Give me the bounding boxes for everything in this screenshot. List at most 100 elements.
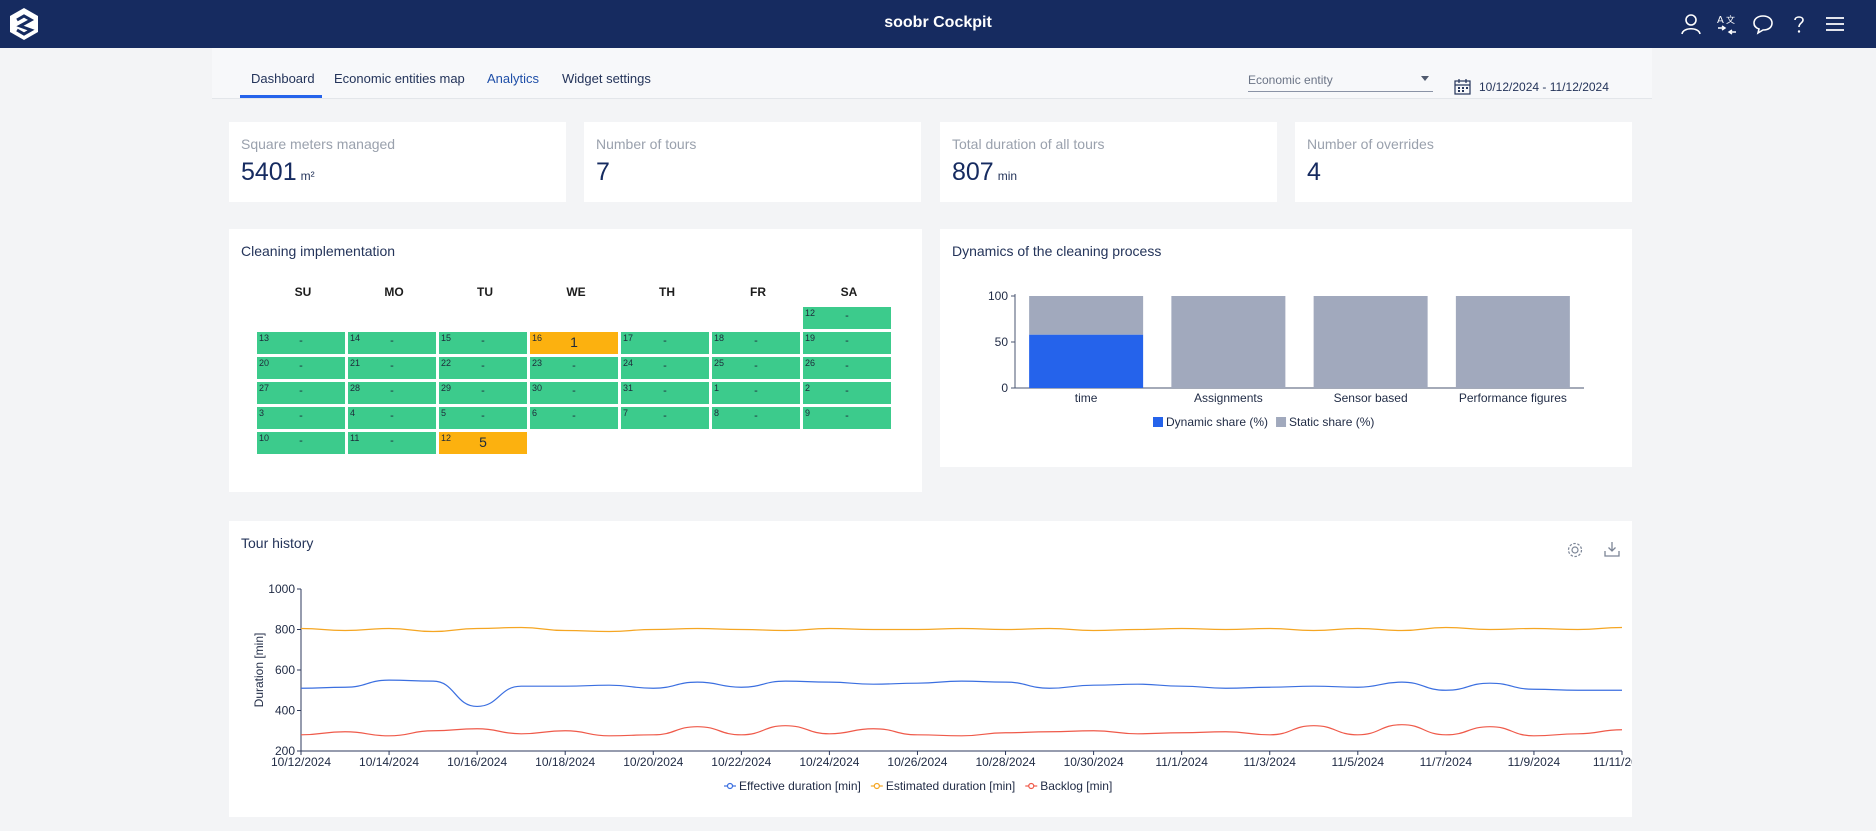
soobr-logo-icon[interactable] <box>6 6 42 42</box>
tour-history-line-chart: 200 400 600 800 1000 Duration [min] 10/12/2024… <box>252 582 1632 793</box>
kpi-value: 7 <box>596 158 610 187</box>
calendar-day-value: - <box>299 335 303 347</box>
calendar-day-number: 12 <box>805 308 816 318</box>
calendar-day-value: - <box>299 360 303 372</box>
x-tick-label: 10/18/2024 <box>535 755 595 769</box>
calendar-day-cell[interactable]: 11 - <box>348 432 436 454</box>
calendar-day-cell[interactable]: 18 - <box>712 332 800 354</box>
settings-gear-icon[interactable] <box>1566 541 1584 559</box>
menu-icon[interactable] <box>1823 12 1847 36</box>
calendar-day-cell[interactable]: 10 - <box>257 432 345 454</box>
y-tick-label: 1000 <box>268 582 295 596</box>
calendar-day-number: 7 <box>623 408 629 418</box>
tab-economic-entities-map[interactable]: Economic entities map <box>334 71 465 86</box>
calendar-day-cell[interactable]: 30 - <box>530 382 618 404</box>
legend-marker <box>1028 782 1035 790</box>
calendar-day-cell[interactable]: 17 - <box>621 332 709 354</box>
dynamics-title: Dynamics of the cleaning process <box>952 243 1162 259</box>
calendar-day-cell[interactable]: 3- <box>257 407 345 429</box>
calendar-day-number: 1 <box>714 383 720 393</box>
calendar-day-cell[interactable]: 14 - <box>348 332 436 354</box>
help-icon[interactable] <box>1787 12 1811 36</box>
calendar-day-value: - <box>572 360 576 372</box>
weekday-header: TH <box>659 285 675 299</box>
x-tick-label: time <box>1075 391 1098 405</box>
calendar-day-number: 22 <box>441 358 452 368</box>
user-icon[interactable] <box>1679 12 1703 36</box>
calendar-day-cell[interactable]: 13 - <box>257 332 345 354</box>
calendar-day-cell[interactable]: 2- <box>803 382 891 404</box>
kpi-card-number-of-tours: Number of tours 7 <box>584 122 921 202</box>
dynamics-card: Dynamics of the cleaning process 0 50 100 t… <box>940 229 1632 467</box>
chevron-down-icon <box>1421 76 1429 81</box>
legend-swatch <box>1153 417 1163 427</box>
calendar-day-number: 23 <box>532 358 543 368</box>
calendar-day-value: - <box>754 360 758 372</box>
tab-dashboard[interactable]: Dashboard <box>251 71 315 86</box>
x-tick-label: 10/14/2024 <box>359 755 419 769</box>
calendar-day-number: 28 <box>350 383 361 393</box>
calendar-day-cell[interactable]: 20 - <box>257 357 345 379</box>
calendar-day-cell[interactable]: 23 - <box>530 357 618 379</box>
kpi-number: 4 <box>1307 158 1321 186</box>
weekday-header: TU <box>477 285 493 299</box>
x-tick-label: 10/26/2024 <box>887 755 947 769</box>
calendar-day-number: 20 <box>259 358 270 368</box>
calendar-day-cell[interactable]: 27 - <box>257 382 345 404</box>
svg-text:A: A <box>1717 15 1724 26</box>
calendar-day-value: - <box>754 335 758 347</box>
kpi-title: Number of tours <box>596 136 697 152</box>
chat-icon[interactable] <box>1751 12 1775 36</box>
calendar-day-cell[interactable]: 9- <box>803 407 891 429</box>
y-tick-label: 50 <box>995 335 1009 349</box>
calendar-day-value: - <box>845 335 849 347</box>
calendar-day-cell[interactable]: 16 1 <box>530 332 618 354</box>
calendar-day-cell[interactable]: 4- <box>348 407 436 429</box>
legend-label: Static share (%) <box>1289 415 1374 429</box>
calendar-day-cell[interactable]: 8- <box>712 407 800 429</box>
calendar-day-cell[interactable]: 12 - <box>803 307 891 329</box>
calendar-day-number: 4 <box>350 408 356 418</box>
y-tick-label: 200 <box>275 744 295 758</box>
calendar-day-cell[interactable]: 15 - <box>439 332 527 354</box>
calendar-day-cell[interactable]: 29 - <box>439 382 527 404</box>
calendar-day-cell[interactable]: 12 5 <box>439 432 527 454</box>
calendar-day-value: - <box>390 360 394 372</box>
x-tick-label: 11/11/2024 <box>1593 755 1632 769</box>
calendar-day-number: 16 <box>532 333 543 343</box>
calendar-day-cell[interactable]: 1- <box>712 382 800 404</box>
calendar-day-cell[interactable]: 22 - <box>439 357 527 379</box>
cleaning-implementation-title: Cleaning implementation <box>241 243 396 259</box>
app-title: soobr Cockpit <box>884 14 992 31</box>
tab-analytics[interactable]: Analytics <box>487 71 540 86</box>
calendar-day-number: 10 <box>259 433 270 443</box>
kpi-unit: m² <box>300 169 315 183</box>
calendar-day-cell[interactable]: 6- <box>530 407 618 429</box>
calendar-day-cell[interactable]: 31 - <box>621 382 709 404</box>
calendar-day-cell[interactable]: 24 - <box>621 357 709 379</box>
y-axis-title: Duration [min] <box>252 633 266 708</box>
calendar-day-value: - <box>390 435 394 447</box>
calendar-day-value: 1 <box>570 334 578 350</box>
economic-entity-select[interactable]: Economic entity <box>1248 70 1433 92</box>
tab-widget-settings[interactable]: Widget settings <box>562 71 651 86</box>
calendar-day-number: 24 <box>623 358 634 368</box>
calendar-day-cell[interactable]: 26 - <box>803 357 891 379</box>
download-icon[interactable] <box>1603 540 1621 558</box>
calendar-day-number: 29 <box>441 383 452 393</box>
calendar-day-cell[interactable]: 5- <box>439 407 527 429</box>
calendar-day-cell[interactable]: 25 - <box>712 357 800 379</box>
calendar-day-value: - <box>845 410 849 422</box>
calendar-day-cell[interactable]: 21 - <box>348 357 436 379</box>
calendar-day-cell[interactable]: 7- <box>621 407 709 429</box>
calendar-day-cell[interactable]: 28 - <box>348 382 436 404</box>
calendar-day-value: - <box>481 385 485 397</box>
series-line <box>300 626 1623 633</box>
kpi-title: Number of overrides <box>1307 136 1434 152</box>
calendar-day-value: - <box>299 410 303 422</box>
series-line <box>300 724 1623 737</box>
calendar-day-value: - <box>845 385 849 397</box>
x-tick-label: Assignments <box>1194 391 1263 405</box>
calendar-day-cell[interactable]: 19 - <box>803 332 891 354</box>
